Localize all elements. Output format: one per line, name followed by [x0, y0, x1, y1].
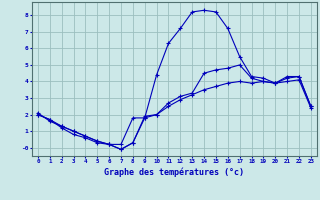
- X-axis label: Graphe des températures (°c): Graphe des températures (°c): [104, 167, 244, 177]
